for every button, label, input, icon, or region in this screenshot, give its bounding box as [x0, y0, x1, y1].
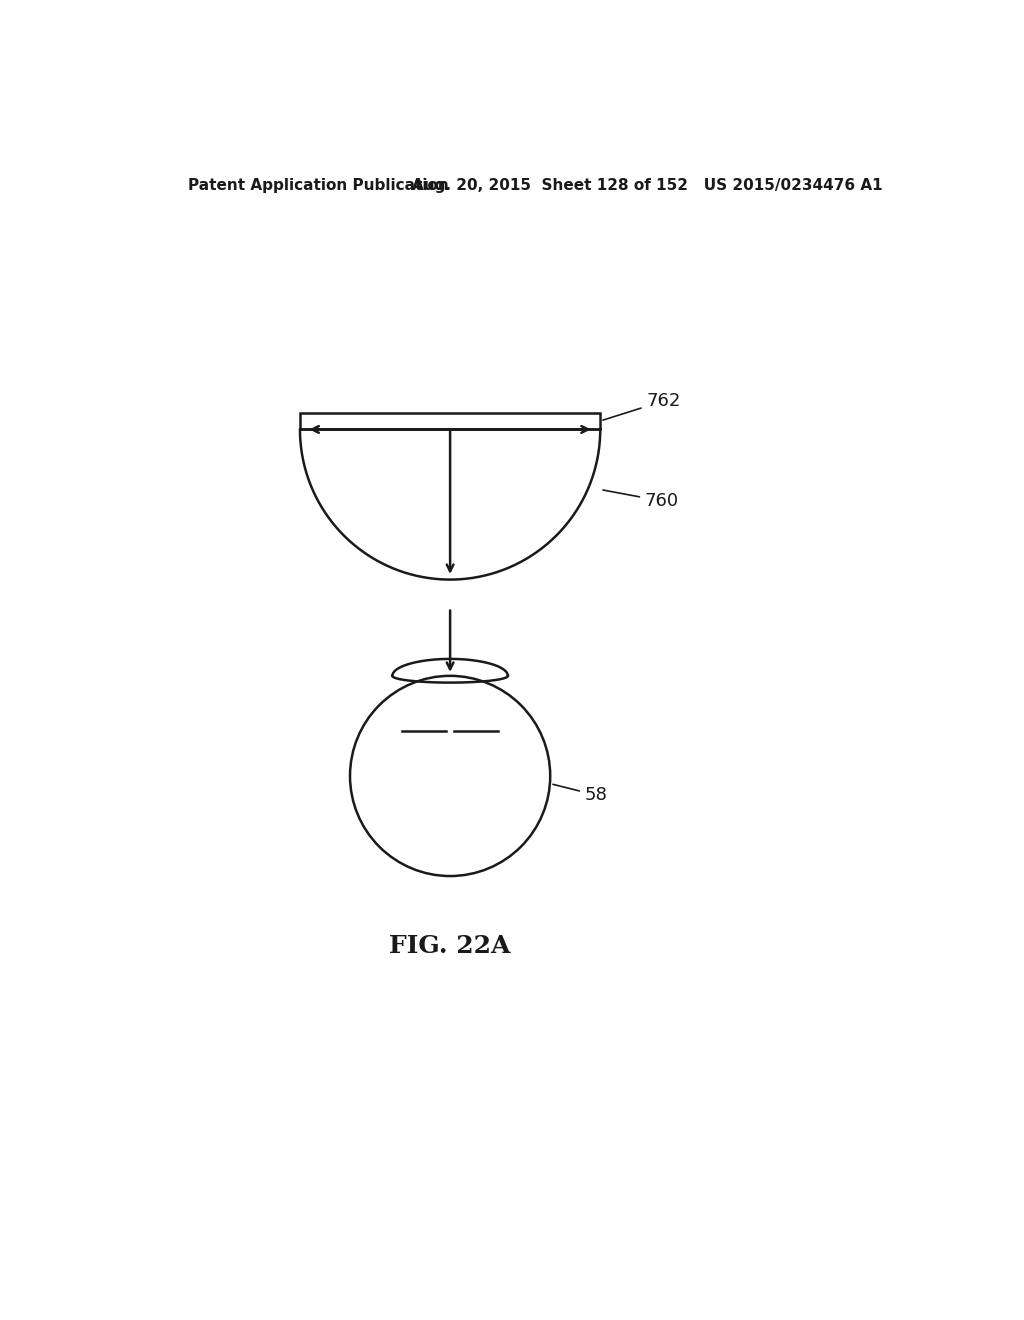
- Text: Patent Application Publication: Patent Application Publication: [188, 178, 450, 193]
- Text: 762: 762: [603, 392, 681, 420]
- Text: 760: 760: [603, 490, 679, 510]
- Text: FIG. 22A: FIG. 22A: [389, 933, 511, 958]
- Bar: [300, 412, 600, 429]
- Text: Aug. 20, 2015  Sheet 128 of 152   US 2015/0234476 A1: Aug. 20, 2015 Sheet 128 of 152 US 2015/0…: [412, 178, 883, 193]
- Circle shape: [350, 676, 550, 876]
- Text: 58: 58: [553, 784, 607, 804]
